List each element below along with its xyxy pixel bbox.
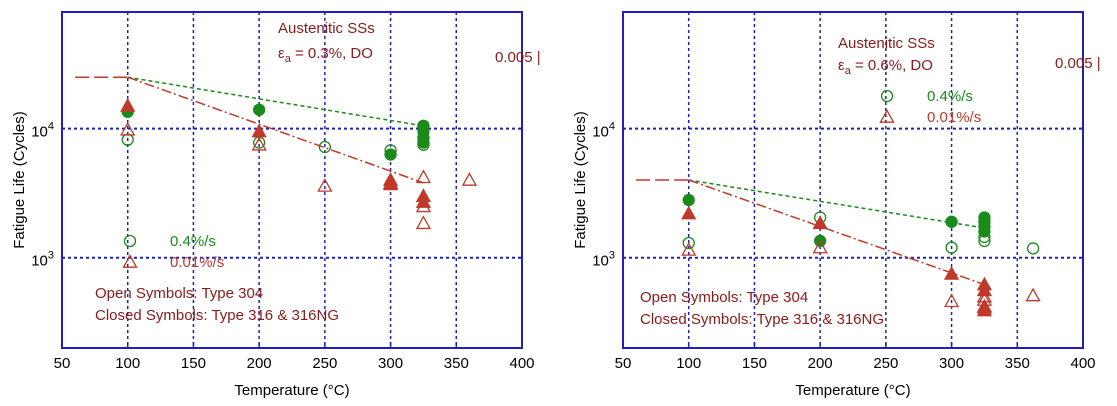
annotation-note-closed: Closed Symbols: Type 316 & 316NG (95, 307, 339, 324)
x-tick-label: 250 (873, 355, 898, 372)
annotation-note-open: Open Symbols: Type 304 (95, 285, 263, 302)
annotation-title: Austenitic SSs (838, 35, 935, 52)
x-tick-label: 400 (509, 355, 534, 372)
data-point (812, 239, 828, 254)
data-point (417, 136, 430, 149)
y-tick-label: 103 (592, 250, 615, 270)
annotation-note-closed: Closed Symbols: Type 316 & 316NG (640, 311, 884, 328)
legend-label: 0.01%/s (927, 109, 981, 126)
annotation-strain: εa = 0.6%, DO (838, 57, 933, 77)
legend-label: 0.01%/s (170, 254, 224, 271)
plot-frame (61, 11, 523, 349)
data-point (1025, 287, 1041, 302)
data-point (681, 242, 697, 256)
series-circle-filled (121, 103, 430, 161)
series-triangle-filled (681, 205, 993, 317)
legend-label: 0.4%/s (170, 233, 216, 250)
series-circle-open (121, 119, 430, 157)
series-triangle-filled (120, 98, 432, 208)
x-tick-label: 400 (1070, 355, 1095, 372)
data-point (1026, 242, 1040, 255)
x-tick-label: 150 (181, 355, 206, 372)
data-point (943, 266, 960, 280)
fit-line-dash-dot (127, 76, 424, 184)
annotation-side: 0.005 | (1055, 55, 1101, 72)
x-axis-label: Temperature (°C) (234, 382, 349, 399)
data-point (384, 148, 397, 161)
data-point (976, 282, 993, 297)
data-point (415, 194, 432, 208)
data-point (121, 133, 134, 146)
annotation-side: 0.005 | (495, 49, 541, 66)
x-tick-label: 150 (742, 355, 767, 372)
x-tick-label: 200 (808, 355, 833, 372)
y-axis-label: Fatigue Life (Cycles) (11, 111, 28, 249)
x-tick-label: 100 (676, 355, 701, 372)
data-point (120, 98, 136, 112)
annotation-note-open: Open Symbols: Type 304 (640, 289, 808, 306)
y-tick-label: 104 (31, 121, 54, 141)
data-point (461, 172, 478, 186)
x-tick-label: 200 (247, 355, 272, 372)
data-point (415, 169, 432, 184)
legend: 0.4%/s 0.01%/s (879, 88, 981, 126)
x-tick-label: 50 (615, 355, 632, 372)
chart-2: 50 100 150 200 250 300 350 400 103 104 Temperature… (572, 11, 1101, 399)
data-point (415, 215, 432, 230)
data-point (251, 136, 267, 151)
fit-line-dash-dot (688, 179, 985, 286)
legend-marker-triangle (879, 109, 895, 123)
plot-frame (622, 11, 1084, 349)
series-circle-filled (682, 193, 991, 248)
x-tick-label: 300 (939, 355, 964, 372)
legend-marker-triangle (122, 254, 138, 268)
y-tick-label: 104 (592, 121, 615, 141)
data-point (812, 215, 828, 230)
data-point (976, 302, 993, 317)
data-point (317, 178, 333, 192)
data-point (318, 140, 332, 154)
x-tick-label: 350 (1005, 355, 1030, 372)
y-tick-label: 103 (31, 250, 54, 270)
chart-1: 50 100 150 200 250 300 350 400 103 104 Temperature… (11, 11, 541, 399)
data-point (945, 215, 958, 228)
x-tick-label: 50 (54, 355, 71, 372)
data-point (682, 193, 695, 207)
data-point (382, 176, 399, 191)
legend-marker-circle (880, 89, 894, 103)
legend-label: 0.4%/s (927, 88, 973, 105)
legend: 0.4%/s 0.01%/s (122, 233, 224, 271)
data-point (945, 241, 958, 254)
data-point (251, 123, 267, 138)
x-tick-label: 350 (444, 355, 469, 372)
y-axis-label: Fatigue Life (Cycles) (572, 111, 589, 249)
data-point (943, 293, 960, 308)
legend-marker-circle (123, 234, 137, 248)
x-axis-label: Temperature (°C) (795, 382, 910, 399)
x-tick-label: 250 (312, 355, 337, 372)
annotation-title: Austenitic SSs (278, 20, 375, 37)
fit-line-dash (127, 76, 424, 127)
data-point (682, 236, 695, 250)
fit-line-dash (688, 179, 985, 229)
series-circle-open (682, 211, 1040, 255)
data-point (978, 225, 991, 238)
x-tick-label: 300 (378, 355, 403, 372)
data-point (120, 121, 136, 136)
data-point (681, 205, 697, 220)
annotation-strain: εa = 0.3%, DO (278, 45, 373, 65)
data-point (252, 103, 266, 116)
x-tick-label: 100 (115, 355, 140, 372)
